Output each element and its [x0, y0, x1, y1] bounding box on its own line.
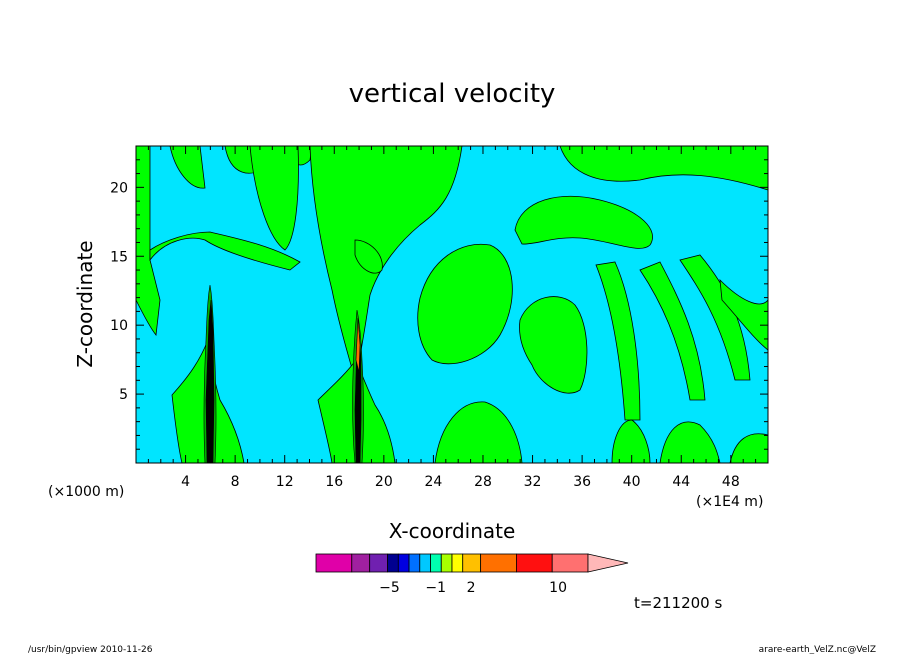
footer-variable: arare-earth_VelZ.nc@VelZ [759, 645, 876, 654]
colorbar-swatch [387, 553, 399, 573]
footer-program: /usr/bin/gpview 2010-11-26 [28, 645, 153, 654]
colorbar-swatch [430, 553, 442, 573]
positive-region [169, 146, 206, 189]
colorbar-swatch [351, 553, 371, 573]
colorbar [315, 553, 629, 573]
positive-region [639, 261, 706, 401]
colorbar-tick-labels: −5 −1 2 10 [379, 580, 567, 596]
y-tick-label: 20 [110, 180, 128, 196]
colorbar-swatch [397, 553, 410, 573]
positive-region [611, 419, 651, 463]
positive-region [559, 146, 768, 191]
plot-frame [135, 145, 769, 464]
colorbar-swatch [462, 553, 482, 573]
positive-region [309, 146, 463, 381]
colorbar-swatch [480, 553, 517, 573]
x-tick-label: 40 [623, 474, 641, 490]
x-tick-label: 16 [325, 474, 343, 490]
positive-region [514, 195, 653, 249]
colorbar-swatch [419, 553, 431, 573]
y-tick-label: 15 [110, 249, 128, 265]
positive-region [136, 146, 161, 337]
x-tick-label: 28 [474, 474, 492, 490]
y-tick-label: 5 [119, 387, 128, 403]
x-unit-label: (×1E4 m) [696, 494, 763, 510]
x-tick-label: 8 [231, 474, 240, 490]
x-tick-label: 4 [181, 474, 190, 490]
x-axis-ticks: 4 8 12 16 20 24 28 32 36 40 44 48 [147, 146, 769, 490]
colorbar-swatch [315, 553, 353, 573]
y-unit-label: (×1000 m) [48, 484, 124, 500]
x-tick-label: 20 [375, 474, 393, 490]
colorbar-arrow [587, 553, 629, 573]
chart-title: vertical velocity [349, 79, 556, 109]
y-axis-label: Z-coordinate [73, 240, 97, 367]
updraft-core [205, 299, 215, 463]
colorbar-tick-label: −1 [425, 580, 446, 596]
positive-region [659, 421, 721, 463]
positive-region [729, 433, 768, 463]
x-tick-label: 32 [524, 474, 542, 490]
x-tick-label: 12 [276, 474, 294, 490]
positive-region [595, 261, 641, 421]
colorbar-tick-label: 10 [549, 580, 567, 596]
y-tick-label: 10 [110, 318, 128, 334]
colorbar-swatch [440, 553, 453, 573]
colorbar-swatch [408, 553, 421, 573]
positive-region [519, 296, 588, 394]
positive-region [679, 254, 751, 381]
time-label: t=211200 s [634, 594, 722, 612]
colorbar-tick-label: −5 [379, 580, 400, 596]
x-axis-label: X-coordinate [389, 519, 516, 543]
colorbar-tick-label: 2 [467, 580, 476, 596]
x-tick-label: 48 [722, 474, 740, 490]
x-tick-label: 36 [573, 474, 591, 490]
plot-area [135, 145, 769, 464]
positive-region [417, 243, 513, 365]
colorbar-swatch [369, 553, 388, 573]
updraft-max [355, 317, 361, 373]
y-axis-ticks: 5 10 15 20 [110, 159, 768, 450]
x-tick-label: 44 [672, 474, 690, 490]
colorbar-swatch [516, 553, 553, 573]
positive-region [149, 231, 301, 271]
colorbar-swatch [451, 553, 464, 573]
positive-region [434, 401, 523, 463]
colorbar-swatch [551, 553, 589, 573]
positive-region [354, 239, 383, 274]
x-tick-label: 24 [424, 474, 442, 490]
positive-region [249, 146, 299, 251]
